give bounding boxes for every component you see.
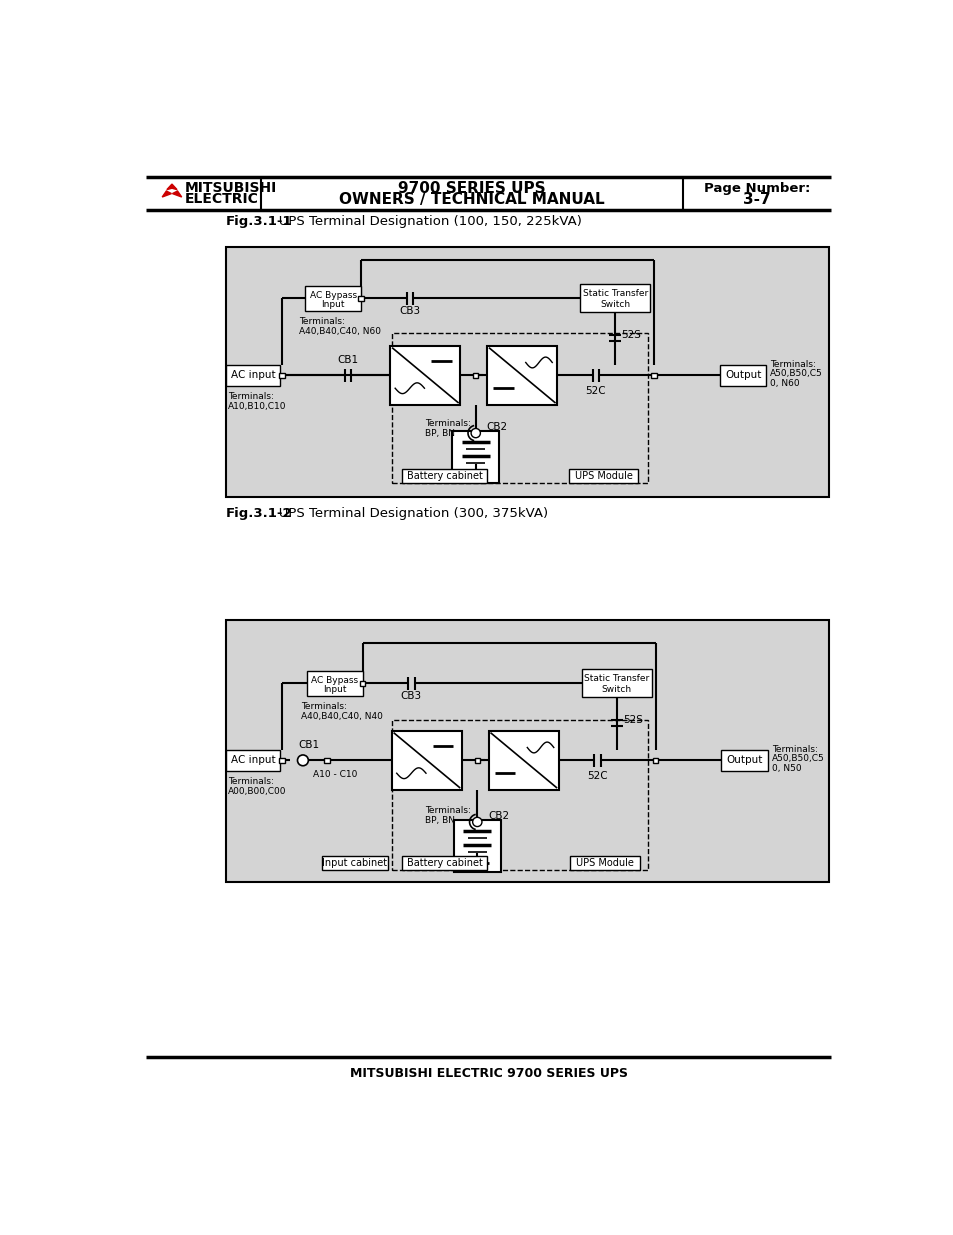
Bar [454,820,500,872]
Text: Terminals:: Terminals: [228,393,274,401]
Text: CB3: CB3 [400,690,421,700]
Text: Switch: Switch [599,300,630,309]
Text: Battery cabinet: Battery cabinet [406,858,482,868]
Bar [392,333,647,483]
Text: OWNERS / TECHNICAL MANUAL: OWNERS / TECHNICAL MANUAL [338,191,604,206]
Bar [652,757,658,763]
Bar [487,346,557,405]
Bar [279,373,284,378]
Circle shape [472,818,481,826]
Bar [226,620,828,882]
Text: ELECTRIC: ELECTRIC [185,191,258,206]
Circle shape [297,755,308,766]
Bar [324,757,330,763]
Text: Static Transfer: Static Transfer [583,674,649,683]
Bar [359,680,365,687]
Text: UPS Module: UPS Module [574,472,632,482]
Bar [568,469,638,483]
Text: A40,B40,C40, N60: A40,B40,C40, N60 [298,327,380,336]
Text: Input cabinet: Input cabinet [322,858,387,868]
Text: Output: Output [726,756,762,766]
Text: CB1: CB1 [337,354,358,366]
Text: Page Number:: Page Number: [703,182,809,195]
Text: BP, BN: BP, BN [425,429,455,437]
Text: 52S: 52S [620,330,640,340]
Bar [390,346,459,405]
Text: UPS Module: UPS Module [576,858,634,868]
Text: 9700 SERIES UPS: 9700 SERIES UPS [397,180,545,195]
Text: 52C: 52C [585,385,605,395]
Bar [720,364,765,387]
Text: CB3: CB3 [399,306,420,316]
Text: A00,B00,C00: A00,B00,C00 [228,787,286,795]
Text: Input: Input [321,300,345,309]
Text: UPS Terminal Designation (100, 150, 225kVA): UPS Terminal Designation (100, 150, 225k… [266,215,581,227]
Text: MITSUBISHI: MITSUBISHI [185,182,277,195]
Text: AC Bypass: AC Bypass [310,290,356,300]
Bar [279,757,284,763]
Text: AC input: AC input [231,756,275,766]
Text: CB2: CB2 [488,811,509,821]
Text: 52C: 52C [586,771,607,781]
Bar [570,856,639,869]
Text: 52S: 52S [622,715,642,725]
Text: Switch: Switch [601,685,631,694]
Text: UPS Terminal Designation (300, 375kVA): UPS Terminal Designation (300, 375kVA) [266,508,548,520]
Bar [452,431,498,483]
Text: 3-7: 3-7 [742,191,770,206]
Bar [402,856,487,869]
Bar [307,671,362,695]
Text: BP, BN: BP, BN [425,816,455,825]
Text: Input: Input [323,685,346,694]
Bar [402,469,487,483]
Text: Static Transfer: Static Transfer [582,289,647,298]
Polygon shape [172,191,181,198]
Bar [720,750,767,771]
Text: CB2: CB2 [486,422,507,432]
Circle shape [471,429,480,437]
Text: CB1: CB1 [298,740,319,750]
Text: Terminals:: Terminals: [771,745,817,755]
Bar [488,731,558,789]
Text: Output: Output [724,370,760,380]
Bar [305,287,360,311]
Bar [579,284,649,312]
Text: A50,B50,C5: A50,B50,C5 [769,369,822,378]
Text: A50,B50,C5: A50,B50,C5 [771,755,823,763]
Bar [651,373,656,378]
Polygon shape [162,191,172,198]
Text: 0, N50: 0, N50 [771,763,801,773]
Text: A10,B10,C10: A10,B10,C10 [228,401,286,411]
Text: MITSUBISHI ELECTRIC 9700 SERIES UPS: MITSUBISHI ELECTRIC 9700 SERIES UPS [350,1067,627,1081]
Bar [392,731,461,789]
Bar [226,247,828,496]
Bar [226,364,280,387]
Bar [226,750,280,771]
Bar [322,856,388,869]
Text: AC Bypass: AC Bypass [311,676,358,684]
Text: Battery cabinet: Battery cabinet [406,472,482,482]
Text: Terminals:: Terminals: [298,317,345,326]
Polygon shape [167,184,177,190]
Text: Terminals:: Terminals: [425,420,471,429]
Bar [474,757,479,763]
Text: Terminals:: Terminals: [300,701,346,711]
Bar [581,669,651,698]
Text: A40,B40,C40, N40: A40,B40,C40, N40 [300,711,382,721]
Text: Fig.3.1-2: Fig.3.1-2 [226,508,293,520]
Text: Fig.3.1-1: Fig.3.1-1 [226,215,293,227]
Text: Terminals:: Terminals: [425,806,471,815]
Bar [358,295,363,301]
Text: A10 - C10: A10 - C10 [313,769,357,779]
Bar [473,373,478,378]
Bar [392,720,647,869]
Text: 0, N60: 0, N60 [769,379,799,388]
Text: AC input: AC input [231,370,275,380]
Text: Terminals:: Terminals: [769,361,815,369]
Text: Terminals:: Terminals: [228,777,274,787]
